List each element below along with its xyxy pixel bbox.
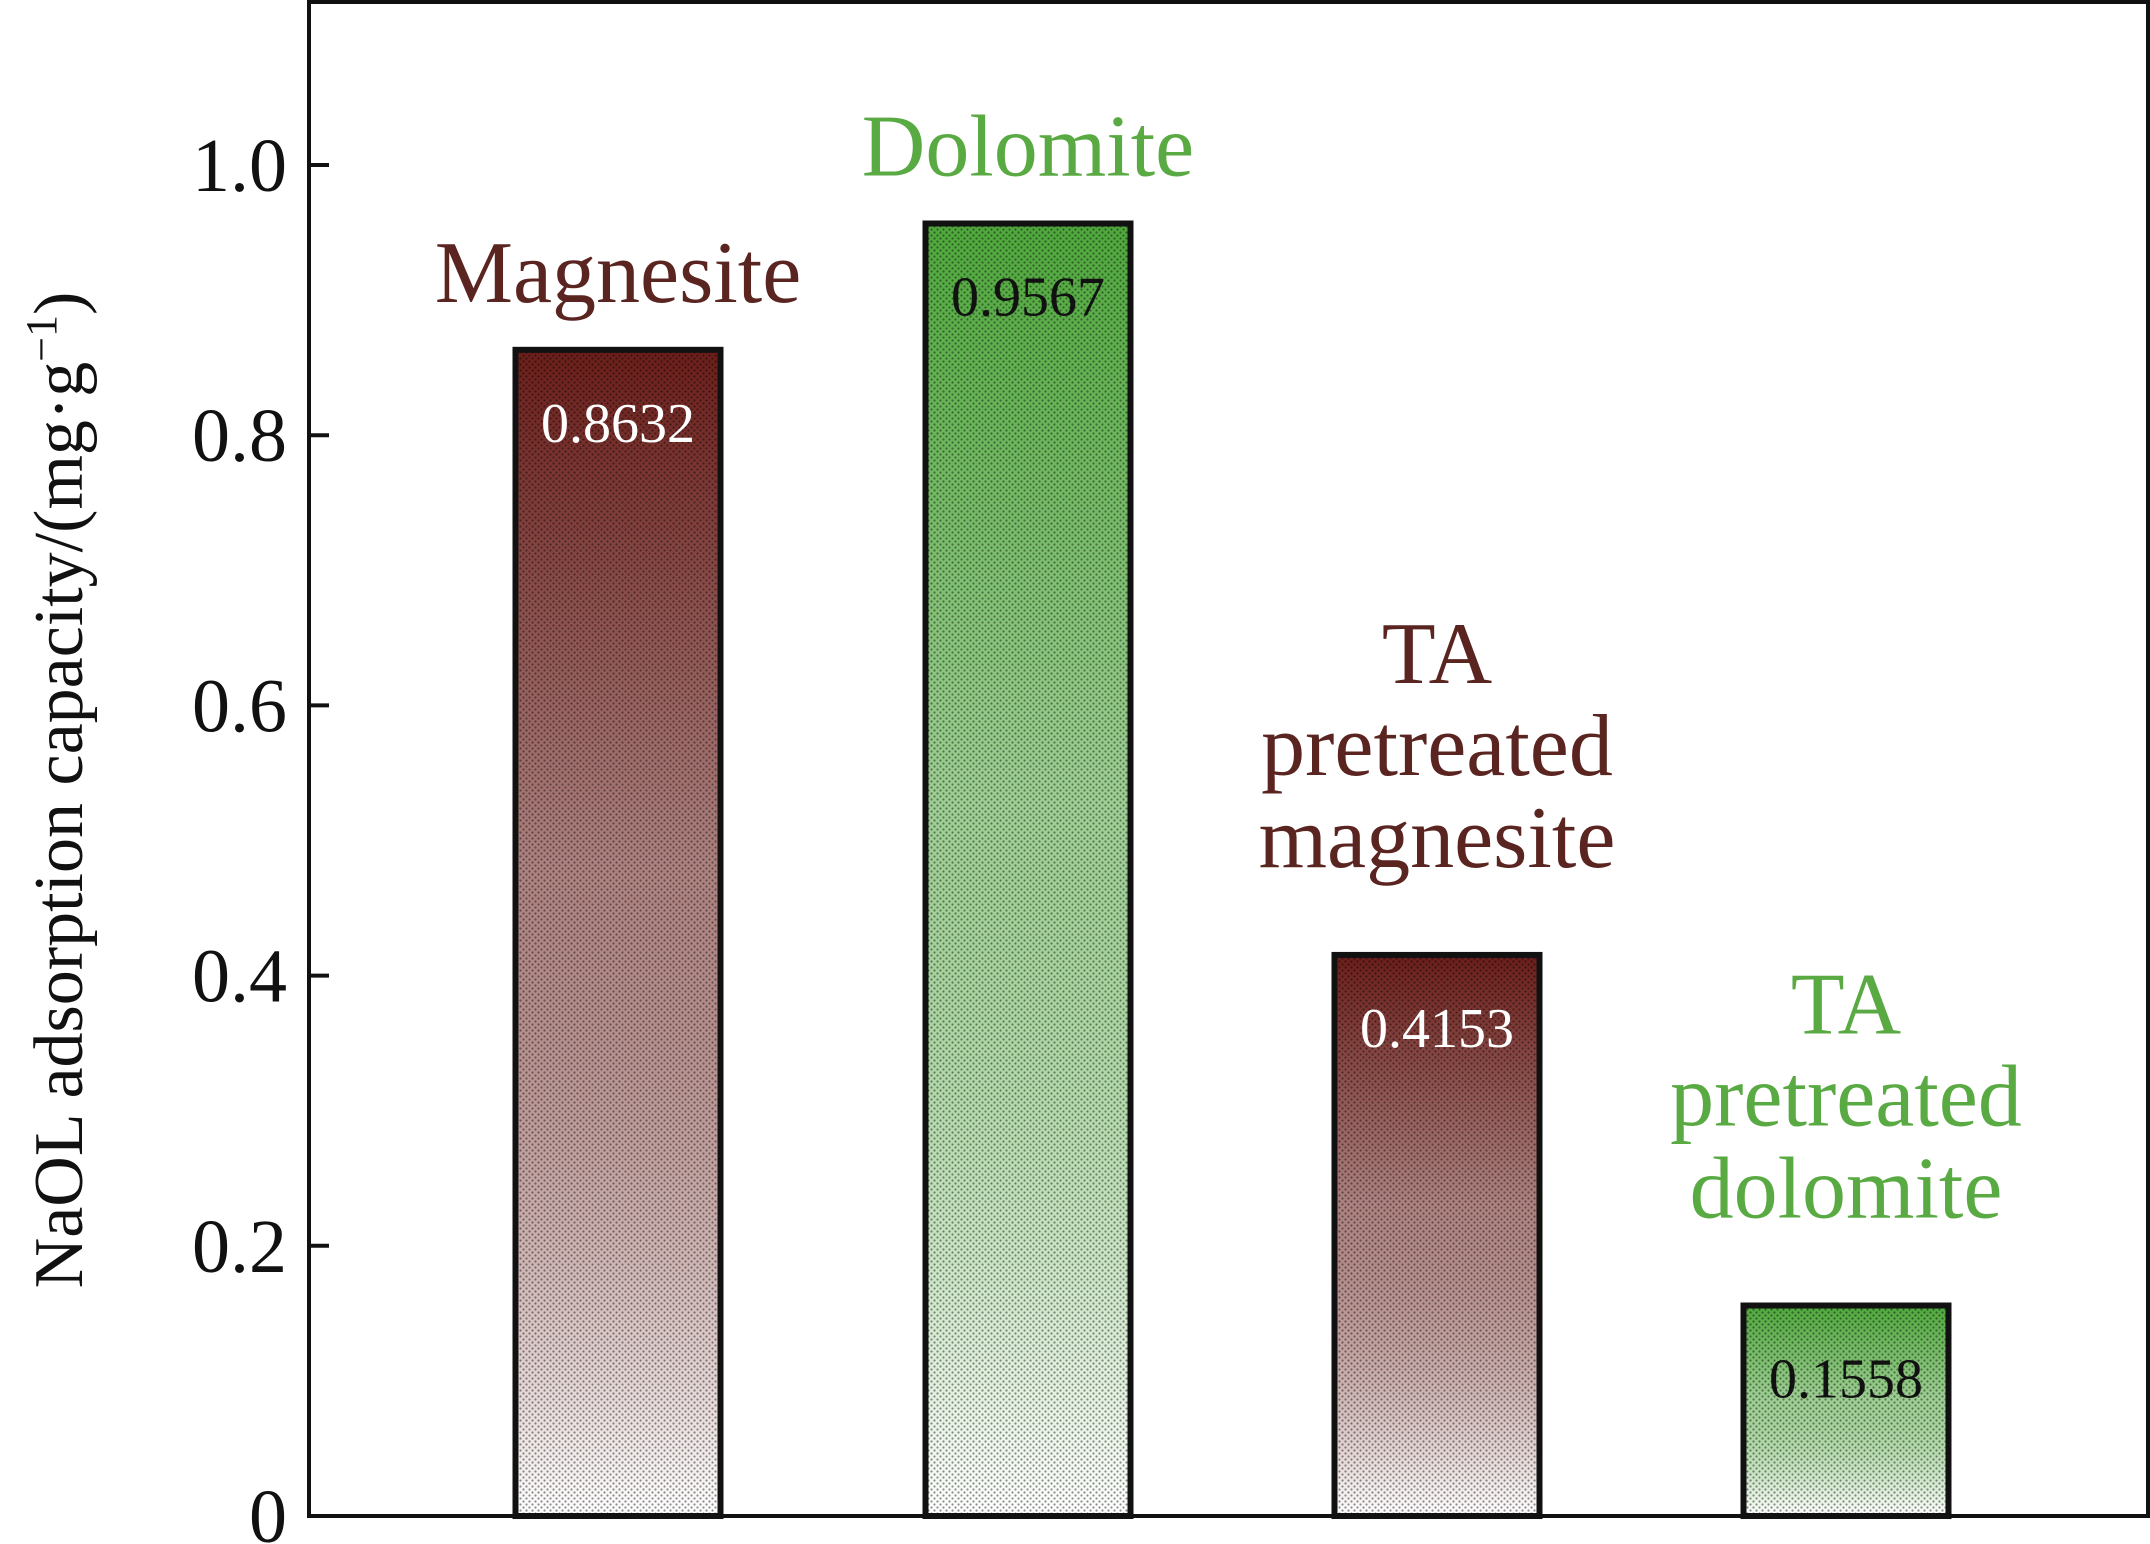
y-axis-label-superscript: −1 (17, 315, 66, 362)
y-axis-label-close: ) (21, 292, 98, 315)
y-tick-label: 0 (249, 1475, 287, 1544)
bar-category-label: dolomite (1690, 1141, 2003, 1238)
bar-value-label: 0.4153 (1360, 998, 1514, 1060)
bar-category-label: pretreated (1670, 1049, 2022, 1146)
bar-category-label: TA (1791, 957, 1901, 1054)
bar-texture (925, 223, 1131, 1517)
category-labels: MagnesiteDolomiteTApretreatedmagnesiteTA… (435, 98, 2022, 1237)
plot-frame (307, 0, 2150, 1518)
bar-value-label: 0.1558 (1769, 1349, 1923, 1411)
bar-category-label: TA (1382, 606, 1492, 703)
y-tick-label: 0.2 (192, 1205, 287, 1289)
bar-category-label: Dolomite (862, 98, 1194, 195)
bar-category-label: Magnesite (435, 225, 802, 322)
bars (512, 220, 1952, 1520)
bar-category-label: pretreated (1261, 698, 1613, 795)
y-axis-label: NaOL adsorption capacity/(mg·g−1) (17, 292, 98, 1289)
bar-texture (1743, 1305, 1949, 1516)
y-tick-label: 0.8 (192, 394, 287, 478)
y-tick-label: 0.6 (192, 664, 287, 748)
y-axis-ticks: 0 0.2 0.4 0.6 0.8 1.0 (192, 124, 329, 1544)
value-labels: 0.8632 0.9567 0.4153 0.1558 (541, 266, 1923, 1410)
y-axis-label-main: NaOL adsorption capacity/(mg·g (21, 362, 98, 1289)
bar-category-label: magnesite (1259, 790, 1616, 887)
bar-texture (515, 349, 721, 1517)
y-tick-label: 1.0 (192, 124, 287, 208)
bar-value-label: 0.9567 (951, 266, 1105, 328)
bar-texture (1334, 954, 1540, 1516)
bar-value-label: 0.8632 (541, 393, 695, 455)
y-tick-label: 0.4 (192, 935, 287, 1019)
